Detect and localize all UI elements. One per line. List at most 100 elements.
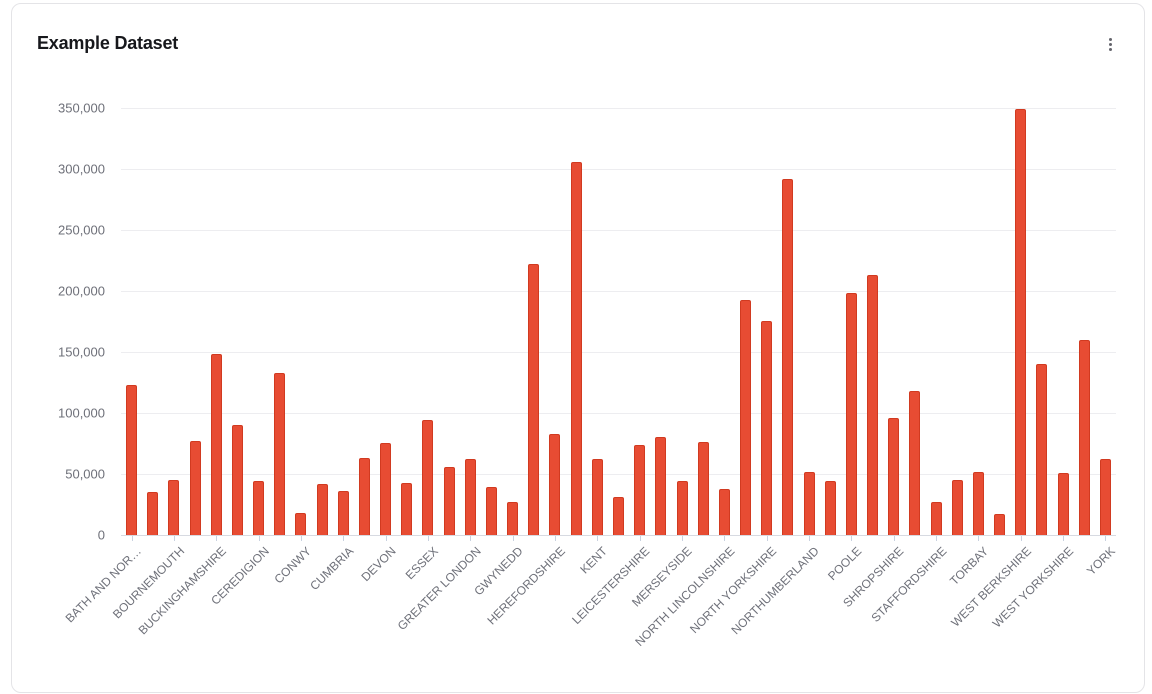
bar[interactable]	[401, 483, 413, 535]
bar[interactable]	[740, 300, 752, 535]
x-axis-label: WEST YORKSHIRE	[989, 544, 1076, 631]
y-axis-tick-label: 0	[97, 527, 105, 543]
bar[interactable]	[570, 162, 582, 535]
page: { "card": { "title": "Example Dataset", …	[11, 3, 1145, 693]
bar[interactable]	[316, 484, 328, 535]
bar[interactable]	[655, 437, 667, 535]
y-axis-tick-label: 250,000	[58, 222, 105, 238]
bar[interactable]	[147, 492, 159, 535]
bar[interactable]	[189, 441, 201, 535]
bar[interactable]	[867, 275, 879, 535]
x-axis-label: STAFFORDSHIRE	[868, 544, 949, 625]
y-axis-tick-label: 150,000	[58, 344, 105, 360]
bar[interactable]	[1099, 459, 1111, 535]
bar[interactable]	[634, 445, 646, 535]
x-axis-tick	[978, 536, 980, 541]
bar[interactable]	[358, 458, 370, 535]
bar[interactable]	[507, 502, 519, 535]
bar[interactable]	[210, 354, 222, 535]
x-axis-label: POOLE	[825, 544, 865, 584]
bar[interactable]	[697, 442, 709, 535]
bar[interactable]	[337, 491, 349, 535]
gridline	[121, 291, 1116, 292]
kebab-menu-icon	[1108, 37, 1112, 51]
x-axis-tick	[470, 536, 472, 541]
chart-card: Example Dataset 0 50,000 100,000 150,000 200…	[11, 3, 1145, 693]
bar[interactable]	[1057, 473, 1069, 535]
bar[interactable]	[930, 502, 942, 535]
x-axis-label: ESSEX	[402, 544, 441, 583]
gridline	[121, 474, 1116, 475]
x-axis-label: TORBAY	[947, 544, 992, 589]
y-axis-tick-label: 200,000	[58, 283, 105, 299]
x-axis-tick	[809, 536, 811, 541]
gridline	[121, 169, 1116, 170]
x-axis-tick	[554, 536, 556, 541]
bar[interactable]	[782, 179, 794, 535]
bar[interactable]	[464, 459, 476, 535]
bar[interactable]	[231, 425, 243, 535]
x-axis-label: YORK	[1084, 544, 1119, 578]
bar[interactable]	[485, 487, 497, 535]
bar[interactable]	[591, 459, 603, 535]
bar[interactable]	[761, 321, 773, 535]
x-axis-tick	[1020, 536, 1022, 541]
x-axis-tick	[682, 536, 683, 541]
x-axis-tick	[766, 536, 768, 541]
bar[interactable]	[380, 443, 392, 535]
x-axis-tick	[385, 536, 387, 541]
bar[interactable]	[909, 391, 921, 535]
bar-chart: 0 50,000 100,000 150,000 200,000 250,000 300,0…	[12, 4, 1146, 694]
x-axis-label: DEVON	[358, 544, 399, 585]
bar[interactable]	[1078, 340, 1090, 535]
x-axis-line	[121, 535, 1116, 536]
x-axis-label: CONWY	[271, 544, 314, 587]
bar[interactable]	[528, 264, 540, 535]
x-axis-label: LEICESTERSHIRE	[569, 544, 653, 627]
x-axis-label: HEREFORDSHIRE	[484, 544, 568, 628]
more-options-button[interactable]	[1096, 30, 1124, 58]
gridline	[121, 352, 1116, 353]
gridline	[121, 230, 1116, 231]
x-axis-tick	[258, 536, 260, 541]
bar[interactable]	[845, 293, 857, 535]
bar[interactable]	[274, 373, 286, 535]
bar[interactable]	[443, 467, 455, 535]
bar[interactable]	[549, 434, 561, 535]
x-axis-tick	[724, 536, 726, 541]
bar[interactable]	[676, 481, 688, 535]
x-axis-tick	[427, 536, 429, 541]
x-axis-label: KENT	[577, 544, 611, 577]
x-axis-tick	[1105, 536, 1107, 541]
x-axis-tick	[851, 536, 853, 541]
bar[interactable]	[422, 420, 434, 535]
bar[interactable]	[972, 472, 984, 535]
bar[interactable]	[168, 480, 180, 535]
bar[interactable]	[1015, 109, 1027, 535]
x-axis-tick	[343, 536, 345, 541]
bar[interactable]	[951, 480, 963, 535]
x-axis-label: CUMBRIA	[307, 544, 357, 594]
bar[interactable]	[1036, 364, 1048, 535]
x-axis-tick	[131, 536, 133, 541]
bar[interactable]	[994, 514, 1006, 535]
x-axis-tick	[1063, 536, 1065, 541]
bar[interactable]	[803, 472, 815, 535]
x-axis-tick	[893, 536, 895, 541]
bar[interactable]	[253, 481, 265, 535]
x-axis-tick	[216, 536, 218, 541]
x-axis-tick	[300, 536, 302, 541]
chart-title: Example Dataset	[37, 33, 179, 53]
gridline	[121, 413, 1116, 414]
bar[interactable]	[613, 497, 624, 535]
bar[interactable]	[888, 418, 900, 535]
bar[interactable]	[824, 481, 836, 535]
x-axis-tick	[173, 536, 175, 541]
bar[interactable]	[126, 385, 138, 535]
x-axis-label: NORTHUMBERLAND	[728, 544, 822, 638]
bar[interactable]	[718, 489, 730, 535]
x-axis-tick	[639, 536, 641, 541]
bar[interactable]	[295, 513, 307, 535]
x-axis-label: GREATER LONDON	[394, 544, 484, 633]
y-axis-tick-label: 100,000	[58, 405, 105, 421]
